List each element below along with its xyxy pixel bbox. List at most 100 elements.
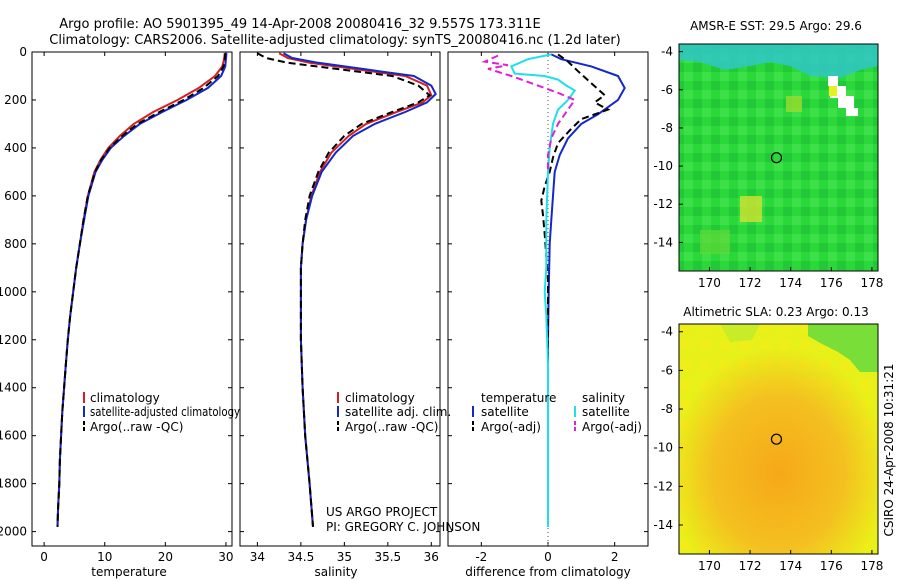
temperature-satellite-line	[56, 53, 228, 527]
map-x-tick-label: 170	[698, 559, 721, 573]
sst-warm-patch	[700, 230, 730, 254]
map-x-tick-label: 172	[739, 276, 762, 290]
sst-argo-location-marker	[770, 152, 783, 164]
legend-label-satellite: satellite-adjusted climatology	[90, 405, 240, 419]
x-tick-label: 0	[544, 550, 552, 564]
legend-label-argo: Argo(..raw -QC)	[90, 420, 183, 434]
temperature-x-ticks: 0 10 20 30	[40, 52, 234, 564]
sst-map-ticks: 170 172 174 176 178 -4 -6 -8 -10 -12 -14	[653, 45, 883, 290]
depth-tick-label: 600	[4, 189, 27, 203]
salinity-satellite-line	[283, 52, 437, 527]
x-tick-label: -2	[475, 550, 487, 564]
depth-tick-label: 400	[4, 141, 27, 155]
sst-map-title: AMSR-E SST: 29.5 Argo: 29.6	[690, 19, 862, 33]
header-title-line1: Argo profile: AO 5901395_49 14-Apr-2008 …	[59, 17, 540, 32]
salinity-climatology-line	[278, 52, 433, 527]
legend-label-sal-satellite: satellite	[582, 405, 630, 419]
depth-tick-label: 0	[19, 45, 27, 59]
sla-low-region	[720, 324, 760, 342]
map-y-tick-label: -6	[661, 83, 673, 97]
sst-hot-spot	[829, 86, 837, 96]
depth-tick-label: 1400	[0, 381, 27, 395]
temperature-plot-frame	[31, 51, 233, 547]
salinity-x-ticks: 34 34.5 35 35.5 36	[250, 52, 439, 564]
map-y-tick-label: -14	[653, 235, 673, 249]
sst-warm-patch	[740, 196, 762, 222]
x-tick-label: 0	[40, 550, 48, 564]
legend-label-satellite: satellite adj. clim.	[345, 405, 451, 419]
sst-map	[678, 43, 879, 272]
temperature-series	[56, 53, 228, 527]
map-x-tick-label: 176	[820, 276, 843, 290]
map-x-tick-label: 178	[860, 276, 883, 290]
salinity-plot-frame	[239, 51, 441, 547]
sst-warm-patch	[786, 96, 802, 112]
map-y-tick-label: -6	[661, 363, 673, 377]
x-tick-label: 10	[97, 550, 112, 564]
salinity-argo-line	[256, 52, 432, 527]
diff-salinity-argo-line	[481, 54, 577, 172]
difference-x-ticks: -2 0 2	[475, 52, 618, 564]
temperature-argo-line	[56, 53, 227, 527]
legend-label-temp-argo: Argo(-adj)	[481, 420, 541, 434]
map-x-tick-label: 176	[820, 559, 843, 573]
header-title-line2: Climatology: CARS2006. Satellite-adjuste…	[49, 33, 621, 48]
diff-temperature-satellite-line	[547, 53, 626, 527]
map-x-tick-label: 174	[779, 276, 802, 290]
map-y-tick-label: -4	[661, 45, 673, 59]
diff-temperature-argo-line	[540, 53, 611, 527]
credit-line2: PI: GREGORY C. JOHNSON	[326, 520, 480, 534]
x-tick-label: 34.5	[288, 550, 315, 564]
x-tick-label: 35.5	[374, 550, 401, 564]
map-y-tick-label: -8	[661, 402, 673, 416]
sst-map-frame	[678, 43, 879, 272]
map-x-tick-label: 172	[739, 559, 762, 573]
sla-argo-location-marker	[770, 433, 783, 445]
legend-label-temp-satellite: satellite	[481, 405, 529, 419]
map-y-tick-label: -12	[653, 197, 673, 211]
legend-label-climatology: climatology	[90, 391, 160, 405]
x-tick-label: 2	[611, 550, 619, 564]
map-y-tick-label: -8	[661, 121, 673, 135]
legend-group-salinity: salinity	[582, 391, 625, 405]
sla-map	[678, 323, 879, 555]
x-tick-label: 20	[158, 550, 173, 564]
sla-high-region	[679, 324, 878, 554]
sla-map-title: Altimetric SLA: 0.23 Argo: 0.13	[683, 305, 868, 319]
depth-axis-ticks: 0 200 400 600 800 1000 1200 1400 1600 1800 2000	[0, 45, 648, 539]
salinity-legend: climatology satellite adj. clim. Argo(..…	[337, 391, 451, 434]
salinity-axis-label: salinity	[314, 565, 357, 579]
legend-group-temperature: temperature	[481, 391, 556, 405]
legend-label-sal-argo: Argo(-adj)	[582, 420, 642, 434]
map-y-tick-label: -10	[653, 159, 673, 173]
map-x-tick-label: 174	[779, 559, 802, 573]
diff-salinity-satellite-line	[509, 53, 577, 527]
depth-tick-label: 200	[4, 93, 27, 107]
map-x-tick-label: 178	[860, 559, 883, 573]
difference-legend: temperature satellite Argo(-adj) salinit…	[472, 391, 642, 434]
legend-label-climatology: climatology	[345, 391, 415, 405]
map-x-tick-label: 170	[698, 276, 721, 290]
timestamp-side-label: CSIRO 24-Apr-2008 10:31:21	[882, 363, 896, 536]
salinity-series	[256, 52, 437, 527]
depth-tick-label: 1000	[0, 285, 27, 299]
x-tick-label: 35	[337, 550, 352, 564]
depth-tick-label: 800	[4, 237, 27, 251]
map-y-tick-label: -12	[653, 479, 673, 493]
sla-map-ticks: 170 172 174 176 178 -4 -6 -8 -10 -12 -14	[653, 325, 883, 573]
difference-axis-label: difference from climatology	[465, 565, 631, 579]
depth-tick-label: 2000	[0, 525, 27, 539]
temperature-axis-label: temperature	[91, 565, 166, 579]
sst-cool-region	[679, 44, 878, 78]
x-tick-label: 30	[218, 550, 233, 564]
x-tick-label: 36	[424, 550, 439, 564]
difference-series	[481, 53, 626, 527]
legend-label-argo: Argo(..raw -QC)	[345, 420, 438, 434]
map-y-tick-label: -10	[653, 441, 673, 455]
sla-low-region	[808, 324, 878, 372]
map-y-tick-label: -4	[661, 325, 673, 339]
depth-tick-label: 1800	[0, 477, 27, 491]
credit-line1: US ARGO PROJECT	[326, 505, 438, 519]
x-tick-label: 34	[250, 550, 265, 564]
